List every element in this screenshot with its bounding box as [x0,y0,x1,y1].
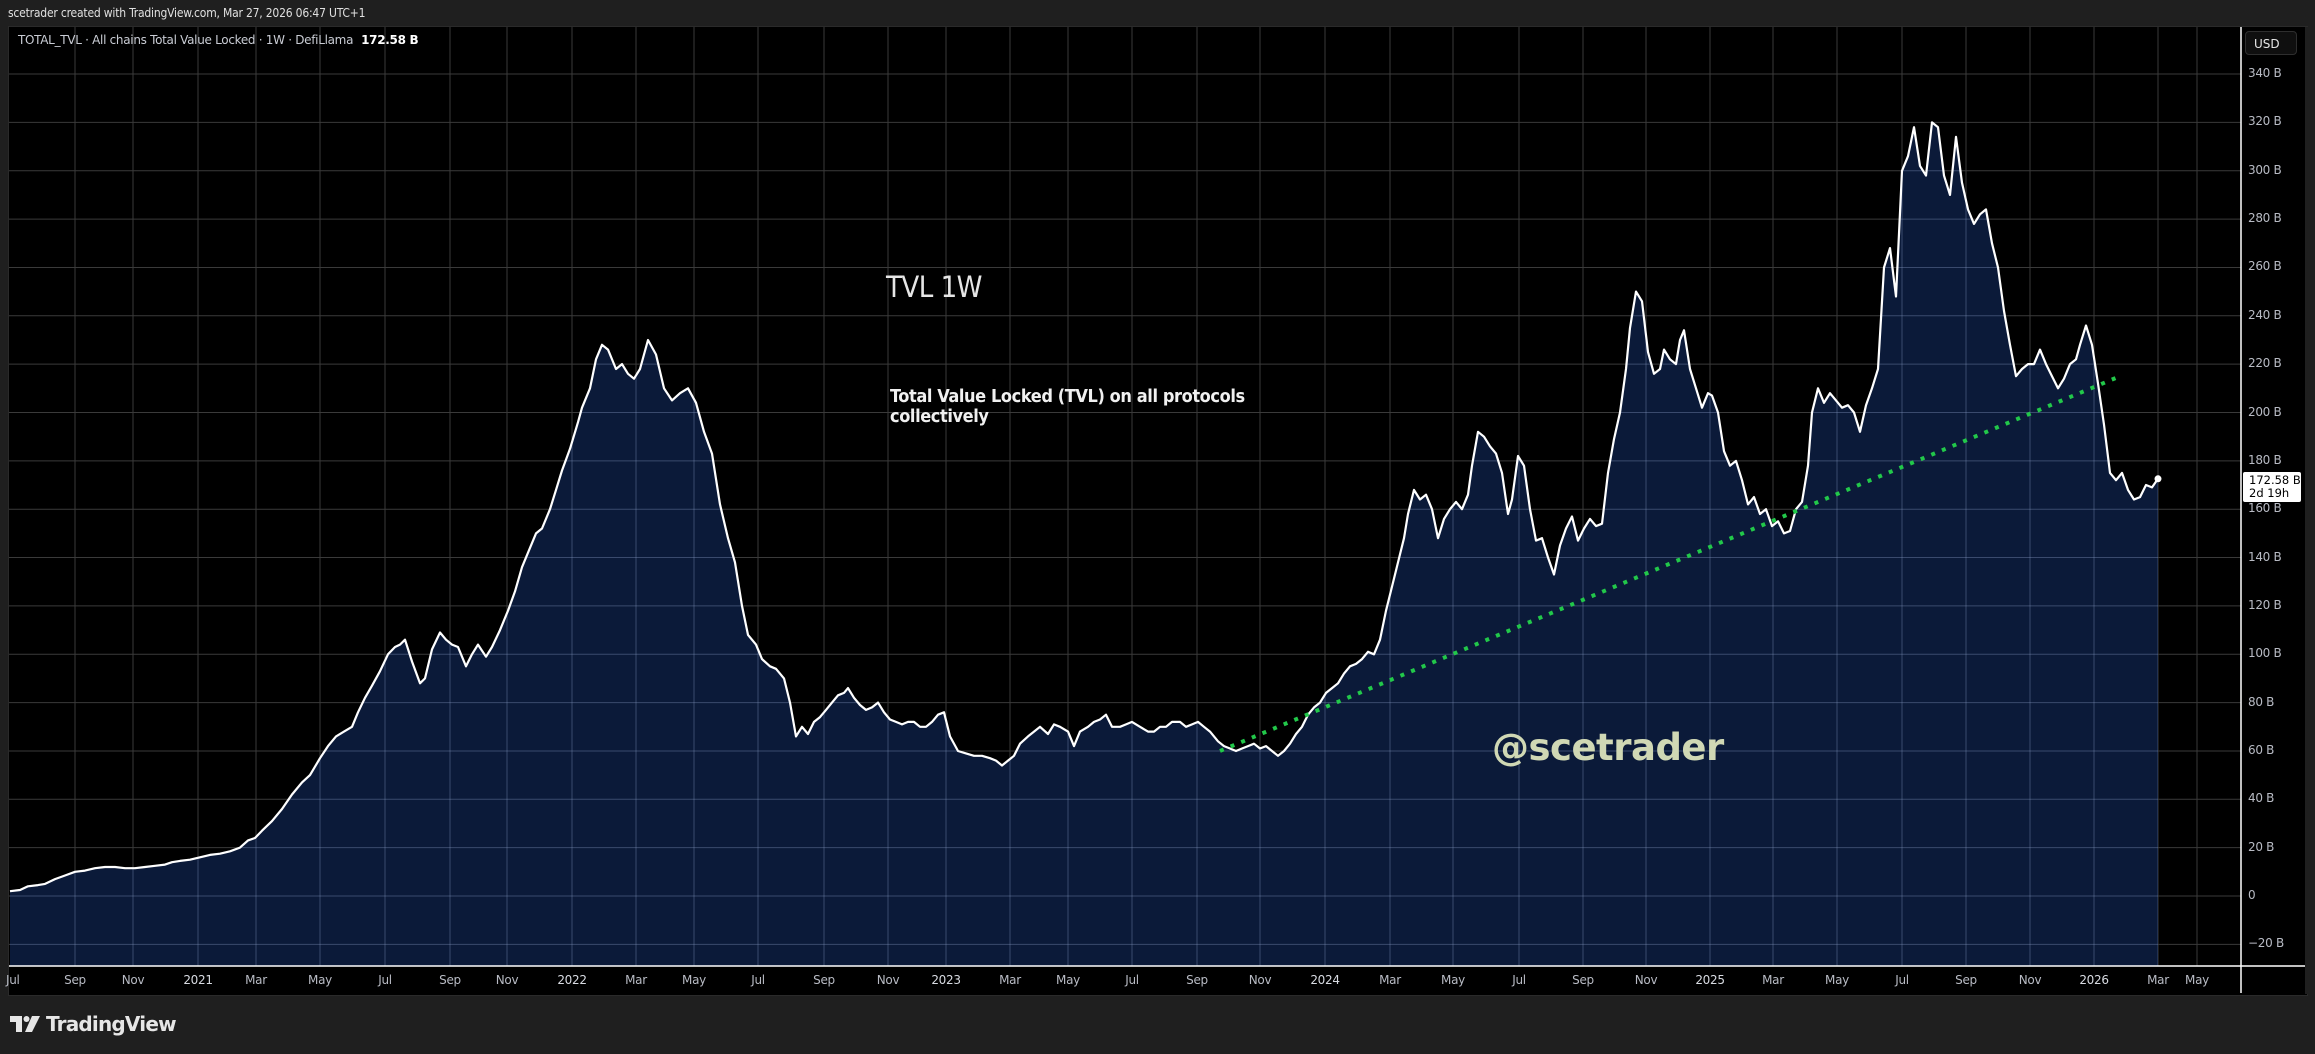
time-axis-tick-label: Nov [495,973,519,987]
price-axis-tick-label: 200 B [2248,404,2282,419]
chart-attribution: scetrader created with TradingView.com, … [8,6,366,20]
time-axis-tick-label: Jul [1895,973,1909,987]
tradingview-logo[interactable]: TradingView [10,1012,177,1036]
time-axis-tick-label: Jul [1512,973,1526,987]
time-axis-tick-label: Jul [6,973,20,987]
tradingview-brand-text: TradingView [46,1012,177,1036]
price-axis-tick-label: 220 B [2248,356,2282,371]
time-axis-tick-label: Sep [439,973,461,987]
price-axis-tick-label: 140 B [2248,549,2282,564]
tradingview-logo-icon [10,1016,40,1032]
time-axis-tick-label: Sep [1186,973,1208,987]
time-axis-tick-label: Sep [1955,973,1977,987]
time-axis-tick-label: 2024 [1310,973,1340,987]
bar-countdown-label: 2d 19h [2249,486,2290,500]
time-axis-tick-label: 2025 [1695,973,1725,987]
price-axis-tick-label: 180 B [2248,452,2282,467]
time-axis-tick-label: Jul [1125,973,1139,987]
last-price-label: 172.58 B [2249,473,2301,487]
price-axis-tick-label: 340 B [2248,66,2282,81]
time-axis-tick-label: Nov [121,973,145,987]
dotted-trendline[interactable] [1219,374,2121,753]
price-axis-tick-label: −20 B [2248,936,2284,951]
time-axis-tick-label: May [682,973,706,987]
time-axis-tick-label: Sep [64,973,86,987]
time-axis-tick-label: Mar [625,973,647,987]
currency-button[interactable]: USD [2245,31,2297,55]
price-axis-tick-label: 300 B [2248,162,2282,177]
price-axis-right-edge [2305,27,2315,994]
time-axis-tick-label: 2026 [2079,973,2109,987]
last-value-dot [2154,475,2162,483]
tvl-line[interactable] [9,121,2159,893]
time-axis-tick-label: Mar [245,973,267,987]
last-price-tag: 172.58 B 2d 19h [2243,472,2301,502]
price-axis-tick-label: 320 B [2248,114,2282,129]
price-axis-tick-label: 240 B [2248,307,2282,322]
price-axis-tick-label: 260 B [2248,259,2282,274]
time-axis-tick-label: Jul [751,973,765,987]
price-axis-tick-label: 80 B [2248,694,2275,709]
time-axis-tick-label: May [1056,973,1080,987]
time-axis-tick-label: Nov [1248,973,1272,987]
legend-last-value: 172.58 B [361,33,419,47]
price-axis-tick-label: 120 B [2248,597,2282,612]
price-axis-tick-label: 20 B [2248,839,2275,854]
time-axis-tick-label: Nov [2018,973,2042,987]
price-axis-tick-label: 100 B [2248,646,2282,661]
time-axis-tick-label: Nov [876,973,900,987]
time-axis-tick-label: May [1441,973,1465,987]
time-axis-tick-label: May [308,973,332,987]
price-axis-tick-label: 280 B [2248,211,2282,226]
time-axis-tick-label: 2021 [183,973,213,987]
price-axis-tick-label: 160 B [2248,501,2282,516]
time-axis-tick-label: Mar [1762,973,1784,987]
author-watermark[interactable]: @scetrader [1492,726,1724,769]
time-axis-tick-label: May [2185,973,2209,987]
time-axis-tick-label: 2023 [931,973,961,987]
legend-symbol-line: TOTAL_TVL · All chains Total Value Locke… [18,33,354,47]
price-axis-tick-label: 0 [2248,888,2256,902]
time-axis-tick-label: 2022 [557,973,587,987]
time-axis-tick-label: Sep [813,973,835,987]
price-axis-tick-label: 60 B [2248,742,2275,757]
time-axis-tick-label: Jul [378,973,392,987]
time-axis-tick-label: Sep [1572,973,1594,987]
time-axis-tick-label: Mar [1379,973,1401,987]
time-axis-tick-label: Nov [1634,973,1658,987]
time-axis-tick-label: Mar [2147,973,2169,987]
time-axis-tick-label: May [1825,973,1849,987]
annotation-title[interactable]: TVL 1W [886,270,982,304]
symbol-legend[interactable]: TOTAL_TVL · All chains Total Value Locke… [18,33,419,47]
tvl-area-fill [10,122,2158,966]
annotation-description[interactable]: Total Value Locked (TVL) on all protocol… [890,386,1245,427]
price-axis-tick-label: 40 B [2248,791,2275,806]
time-axis-tick-label: Mar [999,973,1021,987]
